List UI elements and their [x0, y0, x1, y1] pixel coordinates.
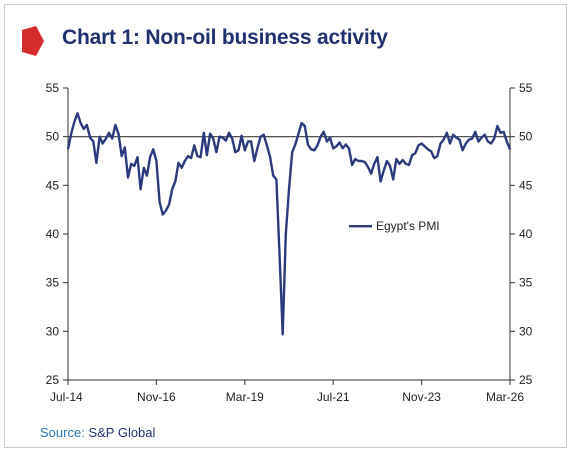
- series-line-egypt-pmi: [66, 112, 512, 336]
- y-tick-label-right: 55: [519, 81, 533, 95]
- y-tick-label-left: 25: [46, 373, 60, 387]
- x-tick-label: Mar-26: [486, 390, 524, 404]
- x-tick-label: Mar-19: [226, 390, 264, 404]
- y-tick-label-left: 40: [46, 227, 60, 241]
- x-tick-label: Jul-21: [317, 390, 350, 404]
- source-note: Source: S&P Global: [40, 425, 155, 440]
- y-tick-label-left: 55: [46, 81, 60, 95]
- legend-label: Egypt's PMI: [376, 219, 440, 233]
- series-lines: [66, 112, 512, 336]
- y-tick-label-left: 45: [46, 178, 60, 192]
- x-tick-label: Nov-23: [402, 390, 441, 404]
- source-value: S&P Global: [88, 425, 156, 440]
- y-tick-label-left: 35: [46, 276, 60, 290]
- axes: [63, 87, 515, 385]
- x-tick-label: Jul-14: [50, 390, 83, 404]
- y-tick-label-left: 50: [46, 130, 60, 144]
- x-tick-label: Nov-16: [137, 390, 176, 404]
- y-tick-label-right: 45: [519, 178, 533, 192]
- tick-labels: 25 25 30 30 35 35 40 40 45 45 50 50 55 55 Jul-14 Nov-16…: [46, 81, 533, 404]
- y-tick-label-right: 50: [519, 130, 533, 144]
- y-tick-label-right: 35: [519, 276, 533, 290]
- y-tick-label-left: 30: [46, 324, 60, 338]
- header-accent-mark: [22, 26, 44, 56]
- y-tick-label-right: 30: [519, 324, 533, 338]
- chart-title: Chart 1: Non-oil business activity: [62, 26, 388, 49]
- legend: Egypt's PMI: [349, 219, 440, 233]
- source-label: Source:: [40, 425, 85, 440]
- y-tick-label-right: 25: [519, 373, 533, 387]
- y-tick-label-right: 40: [519, 227, 533, 241]
